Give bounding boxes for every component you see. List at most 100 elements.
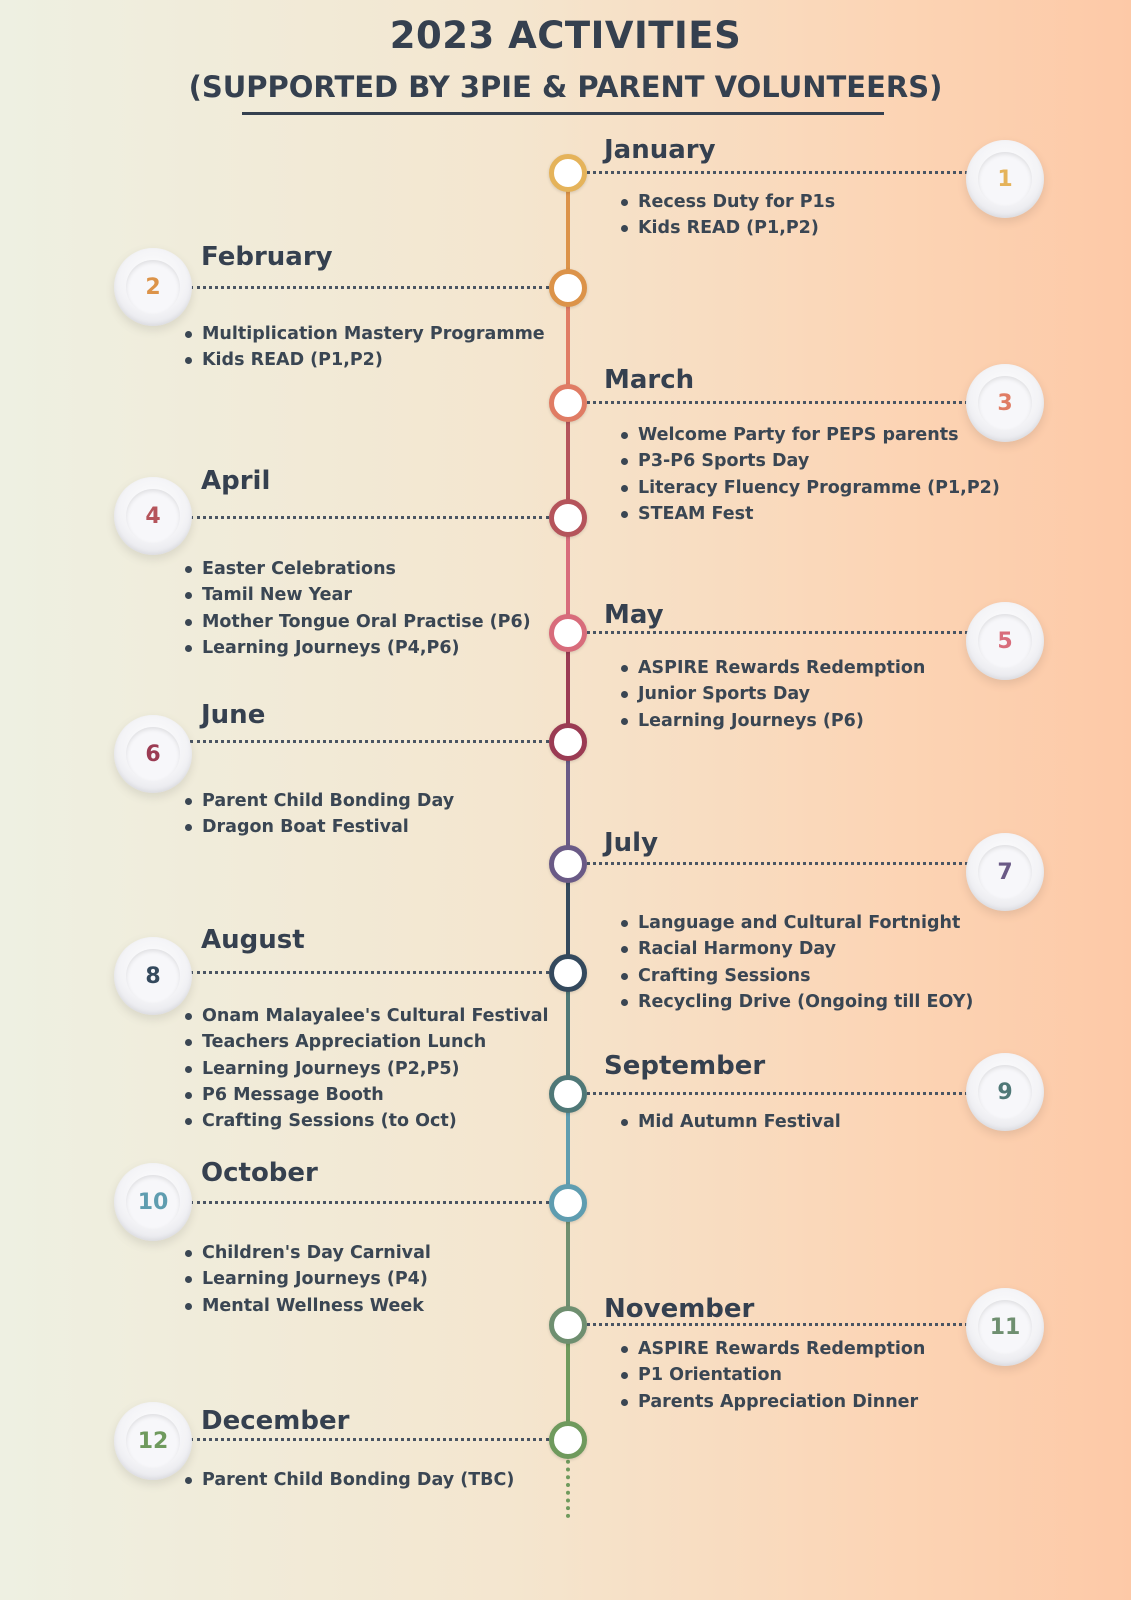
timeline-segment xyxy=(566,288,570,403)
activity-list: Parent Child Bonding Day (TBC) xyxy=(184,1467,514,1493)
timeline-node xyxy=(549,1184,587,1222)
month-number-badge: 2 xyxy=(114,248,192,326)
connector-line xyxy=(587,862,968,865)
connector-line xyxy=(587,171,968,174)
activity-list: Children's Day Carnival Learning Journeys… xyxy=(184,1240,431,1319)
timeline-node xyxy=(549,384,587,422)
month-number: 10 xyxy=(126,1175,180,1229)
activity-item: Dragon Boat Festival xyxy=(184,814,454,840)
timeline-segment xyxy=(566,1094,570,1203)
month-number: 4 xyxy=(126,489,180,543)
activity-list: Parent Child Bonding Day Dragon Boat Fest… xyxy=(184,788,454,841)
activity-item: ASPIRE Rewards Redemption xyxy=(620,1336,925,1362)
timeline-segment xyxy=(566,742,570,864)
timeline-segment xyxy=(566,518,570,633)
activity-item: Parents Appreciation Dinner xyxy=(620,1389,925,1415)
activity-item: Onam Malayalee's Cultural Festival xyxy=(184,1003,549,1029)
connector-line xyxy=(190,516,549,519)
month-number-badge: 9 xyxy=(966,1053,1044,1131)
timeline-node xyxy=(549,269,587,307)
activity-item: Welcome Party for PEPS parents xyxy=(620,422,1000,448)
activity-item: P3-P6 Sports Day xyxy=(620,448,1000,474)
activity-list: ASPIRE Rewards Redemption Junior Sports D… xyxy=(620,655,925,734)
activity-item: Recycling Drive (Ongoing till EOY) xyxy=(620,989,973,1015)
activity-item: Mental Wellness Week xyxy=(184,1293,431,1319)
activity-item: Junior Sports Day xyxy=(620,681,925,707)
activity-list: Easter Celebrations Tamil New Year Mother … xyxy=(184,556,531,661)
timeline-segment xyxy=(566,1325,570,1440)
month-number: 6 xyxy=(126,727,180,781)
timeline-node xyxy=(549,499,587,537)
connector-line xyxy=(190,286,549,289)
timeline-segment xyxy=(566,1203,570,1325)
timeline-segment xyxy=(566,403,570,518)
month-title: January xyxy=(604,135,716,165)
month-number: 2 xyxy=(126,260,180,314)
activity-item: Children's Day Carnival xyxy=(184,1240,431,1266)
activity-list: Mid Autumn Festival xyxy=(620,1109,841,1135)
month-number: 5 xyxy=(978,614,1032,668)
activity-list: Multiplication Mastery Programme Kids REA… xyxy=(184,321,545,374)
activity-item: Crafting Sessions xyxy=(620,963,973,989)
page-subtitle: (SUPPORTED BY 3PIE & PARENT VOLUNTEERS) xyxy=(188,70,943,104)
month-title: September xyxy=(604,1051,766,1081)
activity-item: P1 Orientation xyxy=(620,1362,925,1388)
page-title: 2023 ACTIVITIES xyxy=(389,14,742,57)
activity-list: Welcome Party for PEPS parents P3-P6 Spor… xyxy=(620,422,1000,527)
connector-line xyxy=(587,631,968,634)
month-title: June xyxy=(201,700,266,730)
subtitle-underline xyxy=(242,112,884,115)
connector-line xyxy=(587,1092,968,1095)
timeline-tail xyxy=(566,1452,570,1518)
activity-list: ASPIRE Rewards Redemption P1 Orientation P… xyxy=(620,1336,925,1415)
timeline-node xyxy=(549,614,587,652)
activity-item: Learning Journeys (P2,P5) xyxy=(184,1056,549,1082)
month-number-badge: 12 xyxy=(114,1402,192,1480)
timeline-node xyxy=(549,1075,587,1113)
month-number-badge: 10 xyxy=(114,1163,192,1241)
timeline-segment xyxy=(566,633,570,742)
activity-item: Parent Child Bonding Day xyxy=(184,788,454,814)
activity-item: Teachers Appreciation Lunch xyxy=(184,1029,549,1055)
activity-item: P6 Message Booth xyxy=(184,1082,549,1108)
month-number-badge: 11 xyxy=(966,1288,1044,1366)
timeline-segment xyxy=(566,973,570,1094)
month-number-badge: 7 xyxy=(966,833,1044,911)
activity-item: Literacy Fluency Programme (P1,P2) xyxy=(620,475,1000,501)
timeline-node xyxy=(549,954,587,992)
month-title: April xyxy=(201,466,271,496)
timeline-node xyxy=(549,723,587,761)
month-number-badge: 4 xyxy=(114,477,192,555)
activity-item: STEAM Fest xyxy=(620,501,1000,527)
activity-item: Tamil New Year xyxy=(184,582,531,608)
month-number-badge: 6 xyxy=(114,715,192,793)
month-title: February xyxy=(201,242,333,272)
activity-item: Learning Journeys (P6) xyxy=(620,708,925,734)
timeline-node xyxy=(549,845,587,883)
month-title: December xyxy=(201,1406,350,1436)
month-number-badge: 3 xyxy=(966,364,1044,442)
month-title: August xyxy=(201,925,305,955)
activity-item: Mid Autumn Festival xyxy=(620,1109,841,1135)
connector-line xyxy=(190,971,549,974)
connector-line xyxy=(587,401,968,404)
connector-line xyxy=(190,1438,549,1441)
timeline-segment xyxy=(566,864,570,973)
timeline-node xyxy=(549,1306,587,1344)
month-number: 11 xyxy=(978,1300,1032,1354)
month-number: 12 xyxy=(126,1414,180,1468)
activity-item: Learning Journeys (P4) xyxy=(184,1266,431,1292)
month-number: 9 xyxy=(978,1065,1032,1119)
activity-list: Language and Cultural Fortnight Racial Ha… xyxy=(620,910,973,1015)
month-number-badge: 5 xyxy=(966,602,1044,680)
activity-item: Learning Journeys (P4,P6) xyxy=(184,635,531,661)
month-title: November xyxy=(604,1294,755,1324)
timeline-node xyxy=(549,1421,587,1459)
month-number: 1 xyxy=(978,152,1032,206)
month-title: May xyxy=(604,600,664,630)
connector-line xyxy=(190,740,549,743)
month-title: March xyxy=(604,365,695,395)
month-number: 7 xyxy=(978,845,1032,899)
activity-item: Recess Duty for P1s xyxy=(620,189,835,215)
activity-item: Crafting Sessions (to Oct) xyxy=(184,1108,549,1134)
